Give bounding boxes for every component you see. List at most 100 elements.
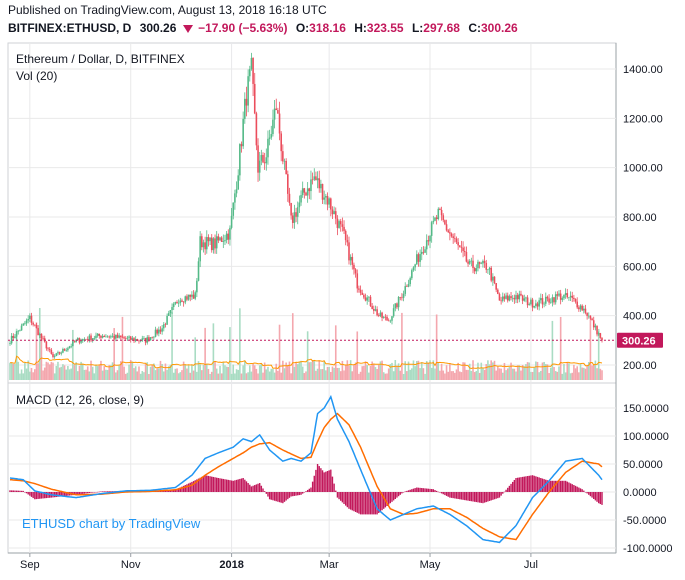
- histogram-bar: [315, 469, 317, 492]
- candle-body: [166, 315, 168, 325]
- volume-bar: [437, 362, 440, 380]
- volume-bar: [156, 368, 158, 380]
- volume-bar: [368, 372, 370, 380]
- histogram-bar: [201, 476, 203, 492]
- candle-body: [493, 276, 496, 283]
- candle-body: [553, 297, 555, 303]
- volume-bar: [462, 362, 464, 380]
- histogram-bar: [77, 492, 79, 495]
- candle-body: [531, 299, 534, 308]
- histogram-bar: [530, 475, 532, 492]
- histogram-bar: [171, 489, 173, 492]
- candle-body: [427, 240, 430, 242]
- candle-body: [346, 240, 349, 243]
- candle-body: [126, 337, 129, 339]
- candle-body: [374, 309, 377, 311]
- candle-body: [182, 301, 185, 303]
- candle-body: [167, 313, 170, 316]
- histogram-bar: [14, 490, 16, 492]
- candle-body: [490, 267, 493, 281]
- volume-bar: [349, 360, 352, 380]
- candle-body: [123, 337, 125, 339]
- volume-bar: [330, 371, 332, 380]
- time-tick-label: 2018: [219, 559, 243, 571]
- histogram-bar: [90, 492, 92, 493]
- volume-bar: [482, 367, 484, 380]
- volume-bar: [326, 366, 329, 380]
- volume-bar: [48, 364, 51, 380]
- candle-body: [260, 155, 263, 161]
- volume-bar: [42, 370, 44, 380]
- volume-bar: [227, 366, 230, 380]
- volume-bar: [535, 361, 537, 380]
- volume-bar: [407, 361, 410, 380]
- histogram-bar: [292, 492, 294, 497]
- volume-bar: [265, 369, 268, 380]
- volume-bar: [374, 367, 377, 380]
- candle-body: [58, 352, 61, 354]
- volume-bar: [230, 373, 233, 380]
- histogram-bar: [34, 492, 36, 500]
- candle-body: [556, 294, 559, 296]
- volume-bar: [90, 360, 92, 380]
- candle-body: [544, 296, 547, 304]
- histogram-bar: [495, 492, 497, 499]
- histogram-bar: [593, 492, 595, 499]
- candle-body: [485, 262, 488, 270]
- histogram-bar: [177, 488, 180, 492]
- volume-bar: [310, 362, 312, 380]
- histogram-bar: [583, 490, 585, 492]
- histogram-bar: [498, 492, 501, 498]
- histogram-bar: [318, 466, 320, 492]
- candle-body: [563, 294, 565, 299]
- histogram-bar: [387, 492, 390, 505]
- candle-body: [134, 339, 137, 341]
- candle-body: [515, 295, 517, 300]
- histogram-bar: [305, 491, 307, 492]
- histogram-bar: [173, 489, 175, 492]
- histogram-bar: [242, 478, 244, 492]
- candle-body: [372, 308, 375, 311]
- volume-bar: [285, 362, 287, 380]
- candle-body: [22, 323, 25, 326]
- candle-body: [67, 348, 69, 351]
- candle-body: [429, 235, 431, 242]
- volume-bar: [287, 365, 289, 380]
- volume-bar: [341, 360, 344, 380]
- candle-body: [252, 57, 254, 84]
- volume-bar: [528, 362, 531, 380]
- candle-body: [463, 250, 466, 253]
- candle-body: [15, 331, 18, 337]
- volume-bar: [131, 361, 134, 380]
- histogram-bar: [82, 492, 84, 494]
- histogram-bar: [421, 488, 423, 492]
- volume-bar: [536, 361, 539, 380]
- candle-body: [326, 195, 329, 205]
- histogram-bar: [472, 492, 474, 502]
- volume-bar: [424, 373, 426, 380]
- volume-bar: [14, 363, 16, 380]
- volume-bar: [359, 371, 362, 380]
- volume-bar: [103, 366, 106, 380]
- volume-bar: [372, 364, 375, 380]
- histogram-bar: [98, 491, 100, 493]
- volume-bar: [406, 371, 408, 380]
- volume-bar: [389, 364, 392, 380]
- histogram-bar: [386, 492, 388, 506]
- histogram-bar: [358, 492, 360, 514]
- histogram-bar: [245, 481, 248, 492]
- histogram-bar: [73, 492, 76, 495]
- volume-bar: [525, 364, 527, 380]
- histogram-bar: [488, 492, 491, 501]
- histogram-bar: [426, 488, 428, 492]
- candle-body: [325, 195, 327, 198]
- histogram-bar: [88, 492, 91, 494]
- histogram-bar: [447, 492, 449, 497]
- macd-histogram: [9, 464, 603, 515]
- volume-bar: [40, 333, 43, 380]
- volume-bar: [435, 314, 438, 380]
- macd-tick-label: 150.0000: [623, 403, 669, 415]
- histogram-bar: [535, 476, 537, 492]
- candle-body: [536, 303, 539, 307]
